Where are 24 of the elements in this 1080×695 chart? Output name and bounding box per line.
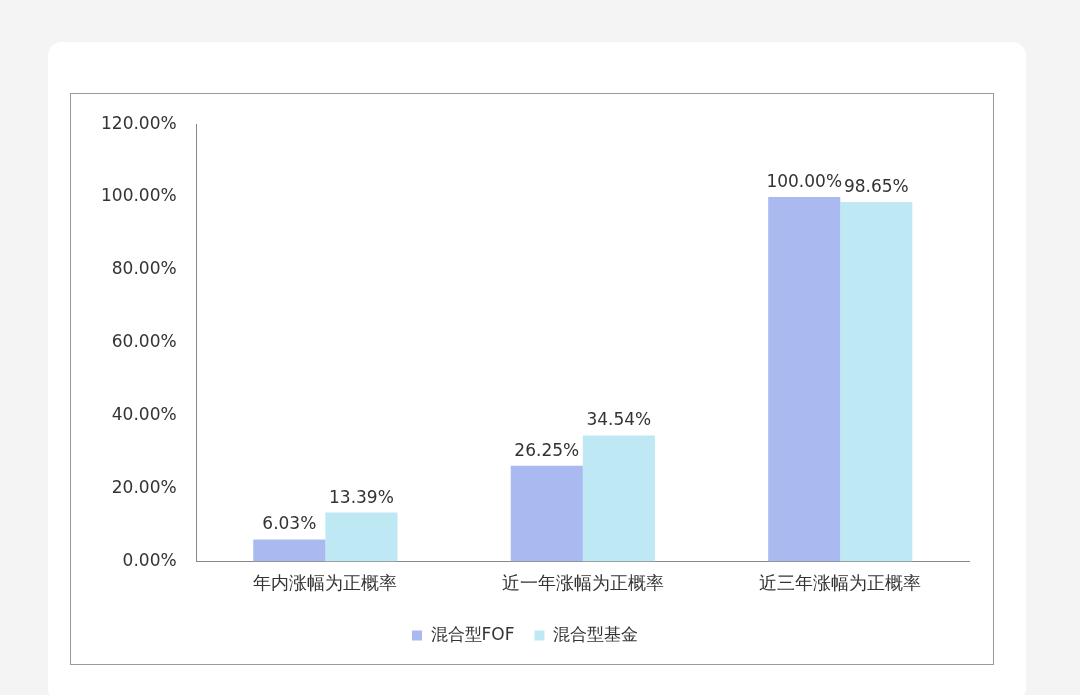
legend-label: 混合型FOF xyxy=(430,623,515,644)
y-tick-label: 0.00% xyxy=(122,549,177,570)
y-tick-label: 100.00% xyxy=(101,185,177,206)
y-tick-label: 120.00% xyxy=(101,112,177,133)
data-label: 98.65% xyxy=(843,175,909,196)
data-label: 100.00% xyxy=(766,170,843,191)
y-tick-label: 60.00% xyxy=(111,331,177,352)
bar xyxy=(325,512,398,562)
data-label: 34.54% xyxy=(586,409,652,430)
bar xyxy=(510,465,583,562)
y-tick-label: 40.00% xyxy=(111,404,177,425)
data-label: 26.25% xyxy=(514,439,580,460)
data-label: 6.03% xyxy=(262,513,317,534)
bar xyxy=(768,197,841,562)
y-tick-label: 20.00% xyxy=(111,476,177,497)
legend-label: 混合型基金 xyxy=(552,623,638,644)
x-tick-label: 年内涨幅为正概率 xyxy=(253,571,398,593)
bar xyxy=(582,435,655,562)
data-label: 13.39% xyxy=(328,486,394,507)
x-tick-label: 近三年涨幅为正概率 xyxy=(759,571,922,593)
bar xyxy=(840,201,913,562)
x-tick-label: 近一年涨幅为正概率 xyxy=(501,571,664,593)
y-tick-label: 80.00% xyxy=(111,258,177,279)
bar xyxy=(253,539,326,562)
